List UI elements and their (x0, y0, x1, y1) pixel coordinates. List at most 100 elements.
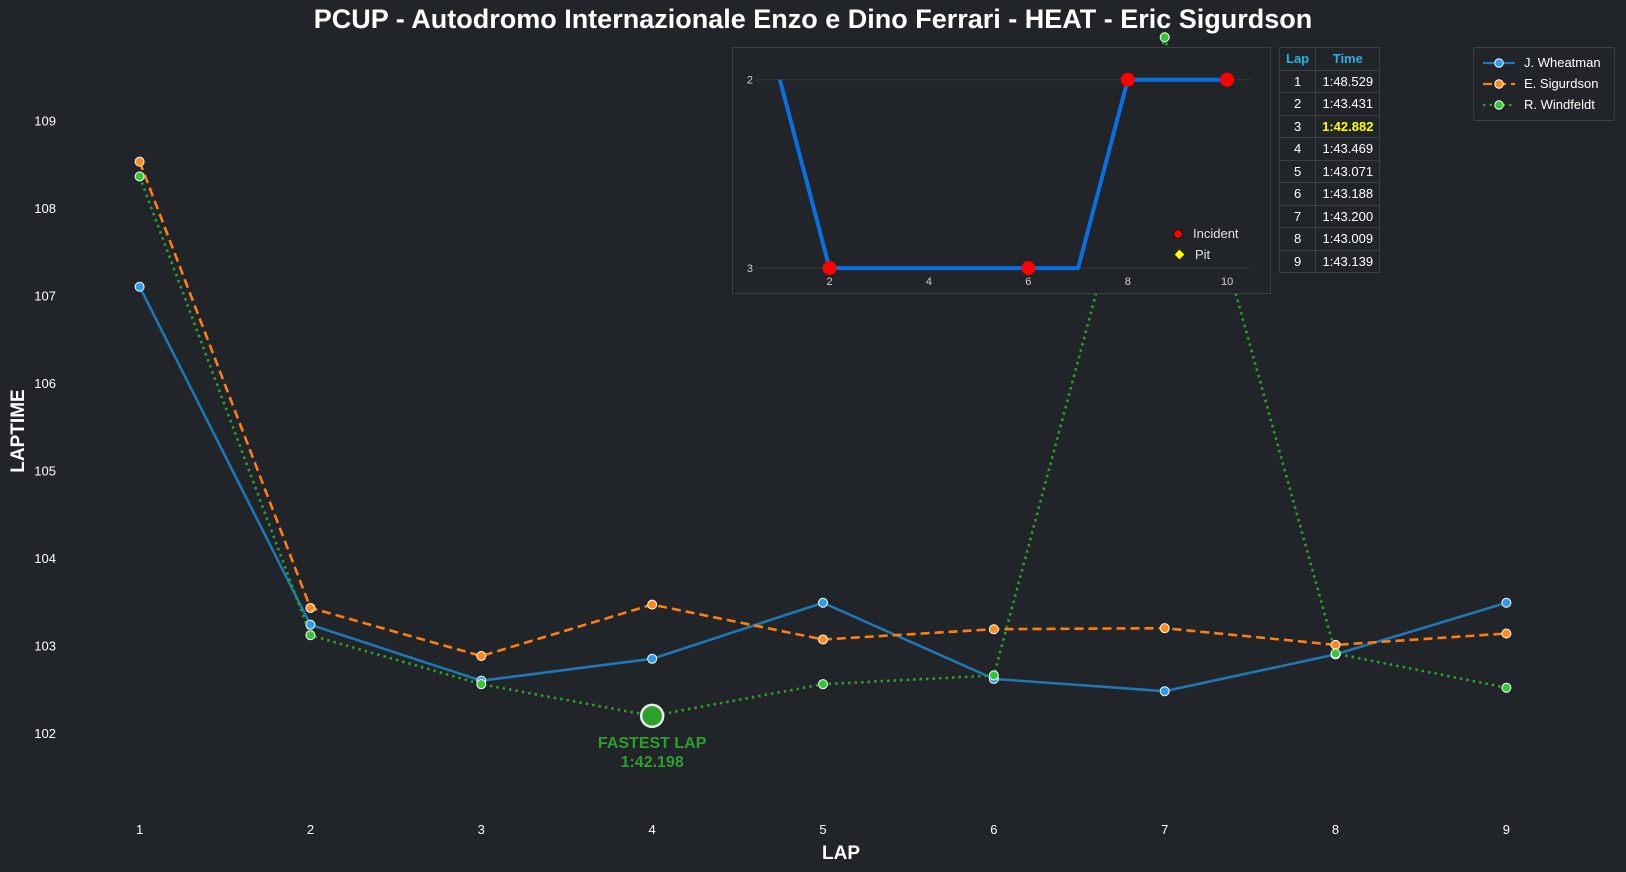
series-line (138, 286, 1507, 693)
data-point (818, 597, 828, 608)
inset-y-tick: 3 (747, 263, 753, 275)
inset-x-tick: 6 (1025, 276, 1031, 288)
table-row: 6 1:43.188 (1278, 182, 1381, 206)
inset-legend-pit: Pit (1173, 244, 1239, 265)
inset-legend-label: Pit (1195, 247, 1211, 262)
fastest-lap-annotation: FASTEST LAP 1:42.198 (598, 703, 707, 771)
inset-legend: Incident Pit (1173, 223, 1239, 265)
y-tick-label: 109 (34, 113, 56, 128)
legend-label: E. Sigurdson (1524, 76, 1599, 91)
incident-marker (1120, 72, 1135, 87)
x-tick-label: 3 (478, 822, 485, 837)
legend-swatch-icon (1483, 78, 1515, 89)
data-point (1501, 682, 1512, 693)
lap-number-cell: 9 (1278, 249, 1317, 273)
table-row: 7 1:43.200 (1278, 204, 1381, 228)
data-point (134, 156, 145, 167)
table-row: 2 1:43.431 (1278, 92, 1381, 116)
pit-marker-icon (1173, 248, 1186, 261)
table-row: 8 1:43.009 (1278, 227, 1381, 251)
chart-title: PCUP - Autodromo Internazionale Enzo e D… (313, 4, 1313, 34)
y-tick-label: 102 (34, 726, 56, 741)
table-header-lap: Lap (1278, 47, 1317, 71)
incident-marker (1220, 72, 1235, 87)
data-point (1159, 32, 1170, 43)
lap-time-cell: 1:48.529 (1315, 69, 1381, 93)
lap-number-cell: 8 (1278, 227, 1317, 251)
x-tick-label: 9 (1503, 822, 1510, 837)
chart-legend: J. Wheatman E. Sigurdson R. Windfeldt (1473, 47, 1615, 121)
table-row: 5 1:43.071 (1278, 159, 1381, 183)
lap-number-cell: 1 (1278, 69, 1317, 93)
inset-legend-incident: Incident (1173, 223, 1239, 244)
data-point (647, 653, 658, 664)
lap-time-cell: 1:43.071 (1315, 159, 1381, 183)
incident-marker-icon (1173, 228, 1183, 239)
data-point (988, 670, 999, 681)
inset-x-tick: 10 (1221, 276, 1233, 288)
y-tick-label: 108 (34, 201, 56, 216)
y-tick-label: 105 (34, 464, 56, 479)
legend-item: R. Windfeldt (1482, 94, 1606, 115)
table-row: 9 1:43.139 (1278, 249, 1381, 273)
lap-number-cell: 4 (1278, 137, 1317, 161)
y-tick-label: 106 (34, 376, 56, 391)
lap-time-cell: 1:43.431 (1315, 92, 1381, 116)
data-point (1159, 623, 1170, 634)
lap-number-cell: 7 (1278, 204, 1317, 228)
x-tick-label: 2 (307, 822, 314, 837)
y-tick-label: 104 (34, 551, 56, 566)
position-inset-chart: 2 3 2 4 6 8 10 Incident Pit (732, 47, 1271, 294)
inset-x-tick: 2 (826, 276, 832, 288)
x-tick-label: 5 (819, 822, 826, 837)
table-row: 1 1:48.529 (1278, 69, 1381, 93)
lap-time-cell: 1:43.188 (1315, 182, 1381, 206)
inset-y-tick: 2 (747, 75, 753, 87)
legend-swatch-icon (1483, 99, 1515, 110)
data-point (305, 630, 316, 641)
y-tick-label: 103 (34, 639, 56, 654)
inset-line (777, 77, 1228, 271)
x-axis-ticks: 1 2 3 4 5 6 7 8 9 (136, 822, 1510, 837)
lap-number-cell: 2 (1278, 92, 1317, 116)
incident-marker (1021, 261, 1036, 276)
data-point (988, 624, 999, 635)
table-row: 4 1:43.469 (1278, 137, 1381, 161)
data-point (476, 679, 487, 690)
table-row: 3 1:42.882 (1278, 114, 1381, 138)
inset-ticks: 2 3 2 4 6 8 10 (747, 75, 1233, 288)
y-axis-label: LAPTIME (8, 389, 29, 472)
lap-number-cell: 3 (1278, 114, 1317, 138)
inset-position-line (777, 77, 1228, 271)
x-tick-label: 1 (136, 822, 143, 837)
data-point (647, 599, 658, 610)
x-tick-label: 8 (1332, 822, 1339, 837)
data-point (1159, 686, 1170, 697)
lap-time-cell: 1:43.009 (1315, 227, 1381, 251)
x-axis-label: LAP (822, 843, 860, 864)
lap-number-cell: 5 (1278, 159, 1317, 183)
lap-time-cell: 1:43.469 (1315, 137, 1381, 161)
x-tick-label: 7 (1161, 822, 1168, 837)
x-tick-label: 4 (649, 822, 656, 837)
inset-incident-markers (822, 72, 1235, 276)
lap-time-cell: 1:43.200 (1315, 204, 1381, 228)
fastest-lap-marker (639, 703, 665, 729)
inset-x-tick: 4 (926, 276, 932, 288)
data-point (134, 171, 145, 182)
lap-number-cell: 6 (1278, 182, 1317, 206)
data-point (305, 602, 316, 613)
incident-marker (822, 261, 837, 276)
inset-legend-label: Incident (1193, 226, 1239, 241)
data-point (1501, 597, 1512, 608)
fastest-lap-label: FASTEST LAP (598, 735, 707, 752)
fastest-lap-value: 1:42.198 (621, 754, 684, 771)
data-point (818, 634, 828, 645)
y-axis-ticks: 102 103 104 105 106 107 108 109 (34, 113, 56, 741)
x-tick-label: 6 (990, 822, 997, 837)
legend-swatch-icon (1483, 57, 1515, 68)
legend-item: E. Sigurdson (1482, 73, 1606, 94)
lap-time-cell: 1:43.139 (1315, 249, 1381, 273)
legend-label: R. Windfeldt (1524, 97, 1595, 112)
